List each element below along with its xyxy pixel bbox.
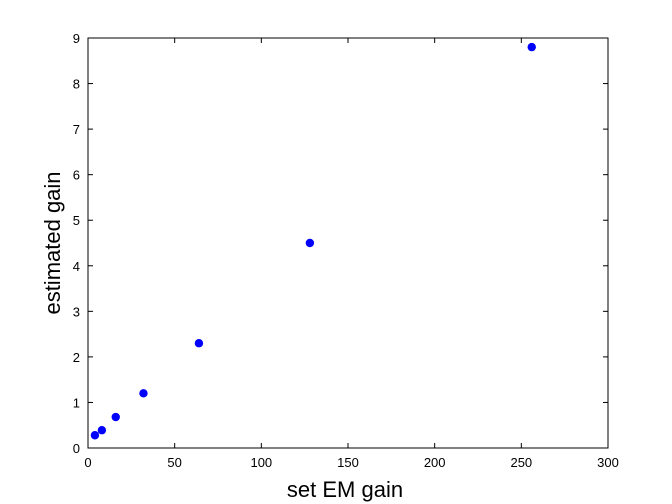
- data-point: [527, 42, 536, 52]
- y-tick-label: 5: [73, 213, 80, 228]
- data-point: [139, 389, 148, 398]
- x-tick-label: 150: [337, 455, 359, 470]
- y-tick-label: 0: [73, 441, 80, 456]
- y-tick-label: 8: [73, 77, 80, 92]
- y-tick-label: 4: [73, 259, 80, 274]
- data-point: [111, 412, 120, 422]
- y-tick-label: 6: [73, 168, 80, 183]
- x-axis-ticks: 0 50 100 150 200 250 300: [84, 38, 619, 470]
- y-tick-label: 3: [73, 304, 80, 319]
- y-axis-ticks: 0 1 2 3 4 5 6 7 8 9: [73, 31, 608, 456]
- plot-area: [87, 37, 609, 449]
- y-tick-label: 9: [73, 31, 80, 46]
- x-tick-label: 0: [84, 455, 91, 470]
- y-tick-label: 7: [73, 122, 80, 137]
- x-axis-title: set EM gain: [287, 477, 403, 502]
- x-tick-label: 300: [597, 455, 619, 470]
- x-tick-label: 50: [167, 455, 181, 470]
- data-point: [305, 238, 315, 248]
- data-points: [90, 42, 536, 440]
- data-point: [97, 426, 107, 435]
- x-tick-label: 200: [424, 455, 446, 470]
- data-point: [194, 339, 204, 348]
- data-point: [90, 431, 100, 440]
- x-tick-label: 250: [510, 455, 532, 470]
- y-tick-label: 2: [73, 350, 80, 365]
- y-tick-label: 1: [73, 395, 80, 410]
- x-tick-label: 100: [250, 455, 272, 470]
- y-axis-title: estimated gain: [40, 171, 65, 314]
